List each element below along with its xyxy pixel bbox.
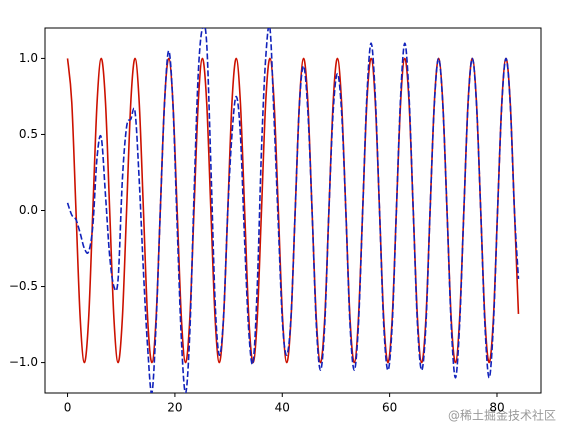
y-tick-label: 0.5: [19, 127, 38, 141]
series-line: [66, 57, 520, 364]
plot-area: [66, 28, 520, 393]
y-tick-label: 0.0: [19, 203, 38, 217]
y-tick-label: 1.0: [19, 51, 38, 65]
x-tick-label: 40: [275, 401, 290, 415]
y-tick-label: −1.0: [9, 355, 38, 369]
x-tick-label: 20: [167, 401, 182, 415]
x-tick-label: 0: [64, 401, 72, 415]
x-tick-label: 80: [489, 401, 504, 415]
y-tick-label: −0.5: [9, 279, 38, 293]
x-tick-label: 60: [382, 401, 397, 415]
plot-frame: [44, 27, 542, 394]
watermark: @稀土掘金技术社区: [448, 408, 556, 423]
series-line: [66, 28, 520, 393]
